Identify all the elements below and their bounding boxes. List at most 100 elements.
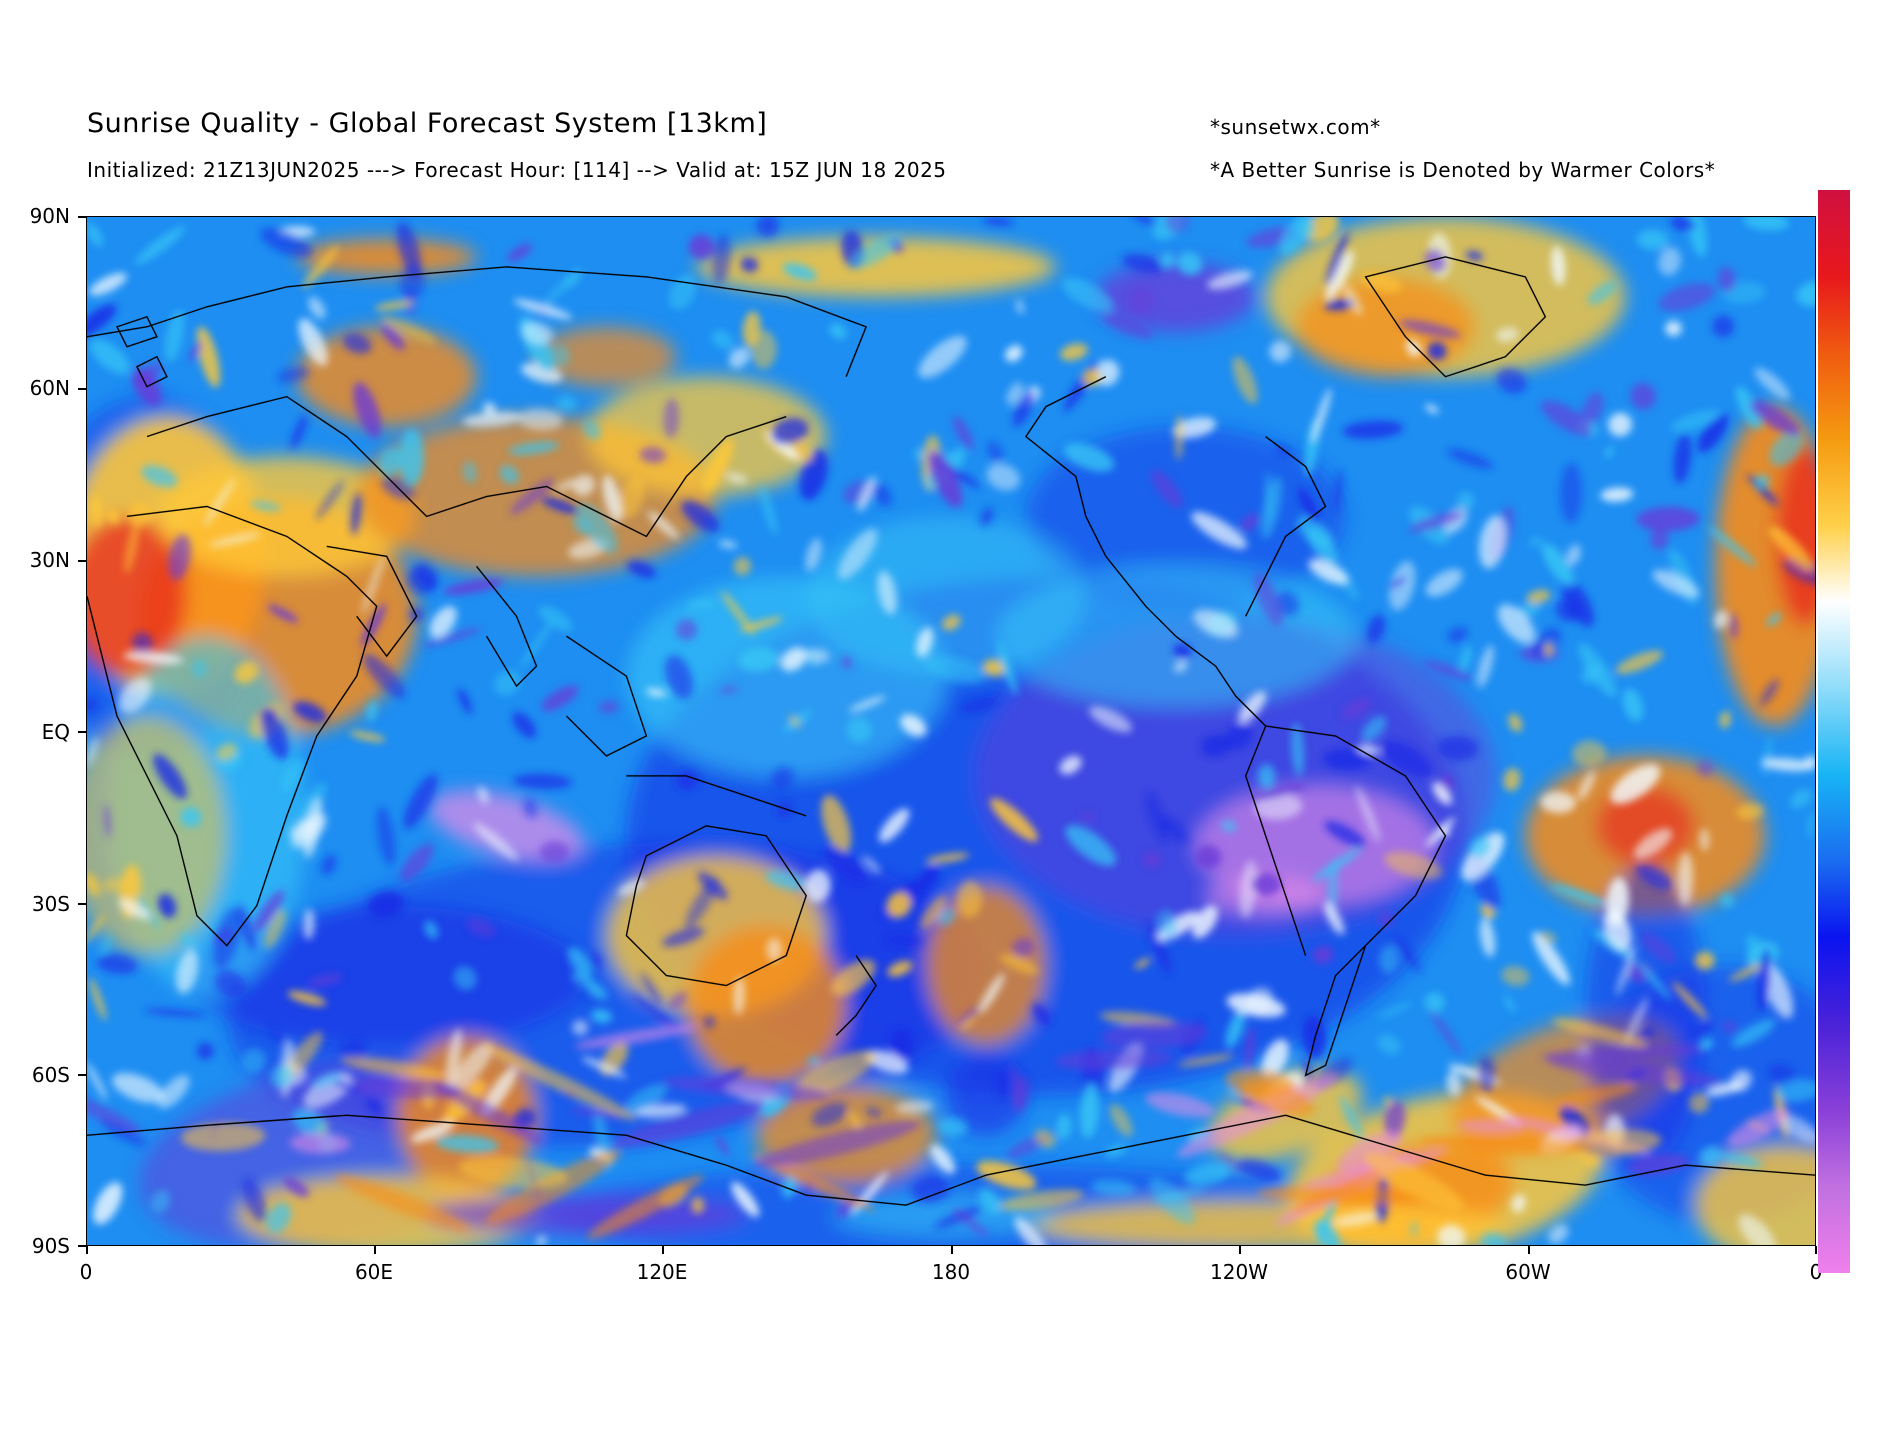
field-patch [811, 1102, 848, 1127]
field-patch [1738, 1214, 1777, 1245]
field-patch [782, 263, 817, 281]
field-patch [96, 953, 138, 974]
field-patch [675, 619, 698, 641]
lon-tick [374, 1246, 376, 1254]
field-patch [481, 1067, 517, 1116]
field-patch [1606, 877, 1629, 927]
field-patch [688, 234, 714, 260]
field-patch [89, 272, 127, 296]
field-patch [1269, 340, 1291, 363]
field-patch [523, 797, 538, 819]
field-patch [1548, 1056, 1724, 1088]
lat-tick [78, 731, 86, 733]
field-patch [952, 415, 974, 450]
field-patch [1551, 1018, 1648, 1047]
lat-label-90s: 90S [31, 1234, 70, 1258]
field-patch [1759, 679, 1779, 706]
field-patch [1768, 526, 1814, 571]
field-patch [1201, 734, 1231, 757]
field-patch [483, 402, 496, 416]
lat-tick [78, 560, 86, 562]
field-patch [1295, 217, 1316, 240]
field-patch [315, 480, 344, 520]
field-patch [1177, 251, 1203, 276]
field-patch [617, 879, 645, 896]
field-patch [1477, 1056, 1496, 1093]
lat-label-eq: EQ [41, 720, 70, 744]
field-patch [1719, 710, 1731, 729]
lon-tick [1528, 1246, 1530, 1254]
field-patch [1408, 511, 1465, 533]
field-patch [1063, 443, 1115, 472]
field-patch [1122, 253, 1164, 274]
lon-tick [1815, 1246, 1817, 1254]
field-patch [539, 840, 569, 863]
field-patch [302, 245, 340, 289]
field-patch [573, 1024, 699, 1049]
field-patch [253, 890, 285, 932]
field-patch [640, 972, 662, 1006]
field-patch [350, 493, 362, 536]
field-patch [556, 396, 577, 412]
field-patch [237, 904, 256, 951]
lon-tick [662, 1246, 664, 1254]
field-patch [771, 417, 809, 445]
field-patch [1720, 893, 1734, 908]
field-patch [1205, 875, 1326, 916]
field-patch [1638, 931, 1677, 964]
field-patch [590, 1009, 613, 1024]
field-patch [297, 782, 327, 823]
coastline [1175, 635, 1267, 727]
field-patch [333, 1080, 363, 1094]
field-patch [978, 973, 1005, 1014]
field-patch [457, 688, 472, 715]
field-patch [846, 717, 872, 743]
field-patch [1195, 845, 1222, 869]
field-patch [728, 347, 750, 369]
field-patch [270, 1064, 294, 1089]
field-patch [1728, 612, 1739, 639]
field-patch [1790, 789, 1812, 809]
field-patch [1378, 911, 1394, 928]
field-patch [997, 1068, 1009, 1098]
field-patch [1216, 1152, 1245, 1171]
field-patch [87, 304, 117, 340]
field-patch [1437, 735, 1479, 761]
field-patch [759, 485, 778, 536]
field-patch [1134, 958, 1151, 969]
field-patch [913, 447, 925, 461]
field-patch [1192, 905, 1218, 939]
field-patch [733, 976, 745, 1015]
field-patch [982, 659, 1006, 677]
field-patch [983, 217, 1014, 226]
field-patch [213, 908, 241, 969]
field-patch [189, 341, 203, 362]
field-patch [156, 456, 417, 577]
field-patch [462, 461, 478, 484]
field-patch [1161, 816, 1188, 844]
field-patch [1014, 1216, 1048, 1245]
field-patch [900, 714, 927, 737]
map-title: Sunrise Quality - Global Forecast System… [87, 108, 768, 139]
field-patch [1757, 948, 1772, 1012]
field-patch [260, 227, 313, 258]
field-patch [266, 1202, 292, 1233]
colorbar-note: *A Better Sunrise is Denoted by Warmer C… [1210, 158, 1716, 182]
field-patch [1706, 1082, 1743, 1097]
field-patch [849, 234, 903, 269]
field-patch [1225, 1008, 1246, 1049]
field-patch [1399, 319, 1461, 339]
field-patch [1508, 713, 1523, 732]
map-subtitle: Initialized: 21Z13JUN2025 ---> Forecast … [87, 158, 947, 182]
field-patch [118, 678, 152, 713]
field-patch [999, 1189, 1084, 1211]
field-patch [87, 1062, 108, 1100]
field-patch [1503, 768, 1521, 792]
field-patch [168, 534, 191, 581]
field-patch [499, 464, 520, 485]
field-patch [1308, 559, 1349, 585]
lon-label-60e: 60E [354, 1260, 394, 1284]
field-patch [1059, 343, 1088, 361]
field-patch [719, 686, 738, 694]
field-patch [1571, 740, 1607, 767]
